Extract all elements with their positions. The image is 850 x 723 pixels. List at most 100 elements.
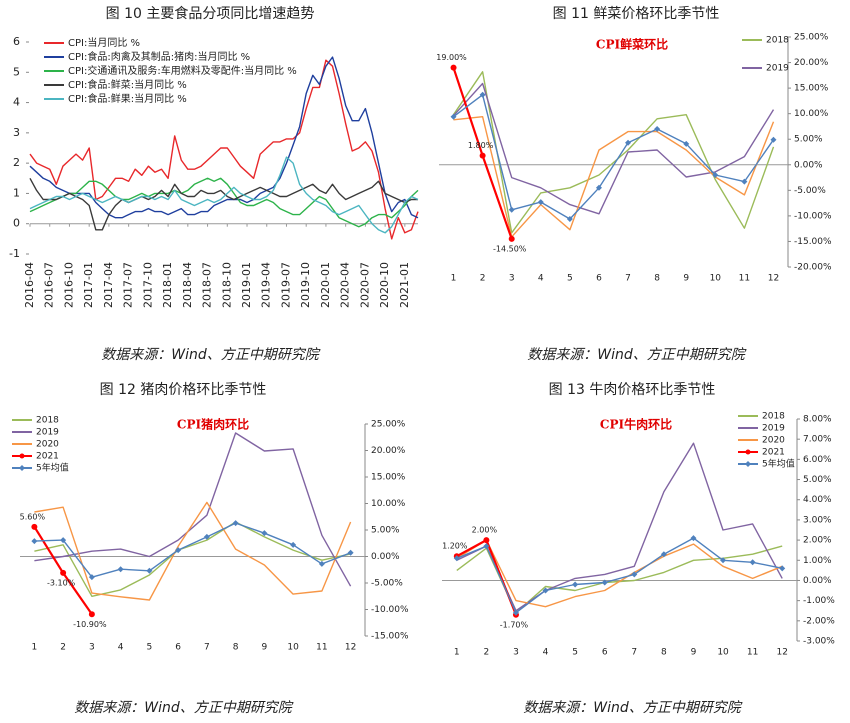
legend-label: CPI:当月同比 % xyxy=(68,36,140,49)
y-tick-label: 0.00% xyxy=(371,552,400,562)
x-tick-label: 2018-01 xyxy=(161,262,174,308)
y-tick-label: 3 xyxy=(13,126,20,139)
x-tick-label: 9 xyxy=(683,274,689,284)
point-marker xyxy=(741,178,748,185)
series-line xyxy=(453,116,775,238)
y-tick-label: -5.00% xyxy=(371,579,403,589)
y-tick-label: 20.00% xyxy=(371,446,406,456)
x-tick-label: 6 xyxy=(175,643,181,653)
point-marker xyxy=(601,579,608,586)
x-tick-label: 1 xyxy=(32,643,38,653)
x-tick-label: 2021-01 xyxy=(398,262,411,308)
y-tick-label: -20.00% xyxy=(794,263,832,273)
x-tick-label: 7 xyxy=(631,648,637,658)
x-tick-label: 2018-04 xyxy=(181,262,194,308)
source-note: 数据来源：Wind、方正中期研究院 xyxy=(74,700,293,716)
x-tick-label: 5 xyxy=(567,274,573,284)
point-marker xyxy=(625,139,632,146)
series-line xyxy=(34,522,351,578)
chart-subtitle: CPI鲜菜环比 xyxy=(596,37,668,52)
x-tick-label: 8 xyxy=(661,648,667,658)
x-tick-label: 11 xyxy=(316,643,327,653)
x-tick-label: 6 xyxy=(596,274,602,284)
x-tick-label: 12 xyxy=(768,274,779,284)
point-marker xyxy=(88,574,95,581)
x-tick-label: 2 xyxy=(480,274,486,284)
data-label: -3.10% xyxy=(47,578,76,587)
x-tick-label: 8 xyxy=(233,643,239,653)
x-tick-label: 2 xyxy=(484,648,490,658)
legend-label: 2020 xyxy=(36,440,59,450)
x-tick-label: 2016-04 xyxy=(23,262,36,308)
x-tick-label: 9 xyxy=(262,643,268,653)
x-tick-label: 7 xyxy=(204,643,210,653)
data-label: 1.80% xyxy=(468,141,494,150)
x-tick-label: 3 xyxy=(509,274,515,284)
point-marker xyxy=(450,113,457,120)
legend-label: 2018 xyxy=(766,36,789,46)
data-label: -10.90% xyxy=(73,620,107,629)
point-marker xyxy=(690,535,697,542)
series-line xyxy=(34,501,352,601)
x-tick-label: 2016-10 xyxy=(62,262,75,308)
y-tick-label: -15.00% xyxy=(371,632,409,642)
x-tick-label: 11 xyxy=(747,648,758,658)
series-line xyxy=(29,177,419,228)
point-marker xyxy=(261,530,268,537)
point-marker xyxy=(720,557,727,564)
legend-label: 2018 xyxy=(36,416,59,426)
data-label: 2.00% xyxy=(472,526,498,535)
point-marker xyxy=(31,538,38,545)
x-tick-label: 4 xyxy=(118,643,124,653)
data-label: 19.00% xyxy=(436,53,467,62)
x-tick-label: 2017-07 xyxy=(122,262,135,308)
y-tick-label: 0.00% xyxy=(794,160,823,170)
series-line xyxy=(34,432,352,587)
point-marker xyxy=(654,126,661,132)
point-marker xyxy=(572,581,579,588)
y-tick-label: 25.00% xyxy=(371,420,406,430)
x-tick-label: 2 xyxy=(60,643,66,653)
x-tick-label: 4 xyxy=(538,274,544,284)
x-tick-label: 8 xyxy=(654,274,660,284)
y-tick-label: 2.00% xyxy=(803,536,832,546)
y-tick-label: 5.00% xyxy=(803,475,832,485)
y-tick-label: 7.00% xyxy=(803,435,832,445)
point-marker xyxy=(146,567,153,574)
legend-label: 2020 xyxy=(762,436,785,446)
y-tick-label: 6 xyxy=(13,35,20,48)
y-tick-label: 10.00% xyxy=(794,109,829,119)
point-marker xyxy=(508,235,515,242)
x-tick-label: 2017-01 xyxy=(82,262,95,308)
legend-label: CPI:食品:鲜菜:当月同比 % xyxy=(68,78,187,91)
x-tick-label: 2017-04 xyxy=(102,262,115,308)
y-tick-label: -15.00% xyxy=(794,237,832,247)
x-tick-label: 5 xyxy=(147,643,153,653)
x-tick-label: 10 xyxy=(287,643,299,653)
y-tick-label: 1.00% xyxy=(803,556,832,566)
data-label: -1.70% xyxy=(500,620,529,629)
x-tick-label: 2020-10 xyxy=(378,262,391,308)
chart-subtitle: CPI猪肉环比 xyxy=(177,417,249,432)
legend-label: 2019 xyxy=(762,424,785,434)
x-tick-label: 3 xyxy=(89,643,95,653)
y-tick-label: 0.00% xyxy=(803,576,832,586)
x-tick-label: 5 xyxy=(572,648,578,658)
series-line xyxy=(456,442,783,612)
point-marker xyxy=(512,609,519,616)
point-marker xyxy=(60,537,67,544)
legend-label: 5年均值 xyxy=(762,458,795,470)
y-tick-label: -10.00% xyxy=(794,211,832,221)
point-marker xyxy=(479,152,486,159)
point-marker xyxy=(749,559,756,566)
x-tick-label: 2016-07 xyxy=(43,262,56,308)
x-tick-label: 7 xyxy=(625,274,631,284)
point-marker xyxy=(508,206,515,213)
source-note: 数据来源：Wind、方正中期研究院 xyxy=(101,347,320,363)
legend-label: CPI:食品:肉禽及其制品:猪肉:当月同比 % xyxy=(68,50,250,63)
legend-label: 2021 xyxy=(36,452,59,462)
x-tick-label: 12 xyxy=(345,643,356,653)
x-tick-label: 2019-01 xyxy=(240,262,253,308)
x-tick-label: 3 xyxy=(513,648,519,658)
series-line xyxy=(29,177,418,231)
